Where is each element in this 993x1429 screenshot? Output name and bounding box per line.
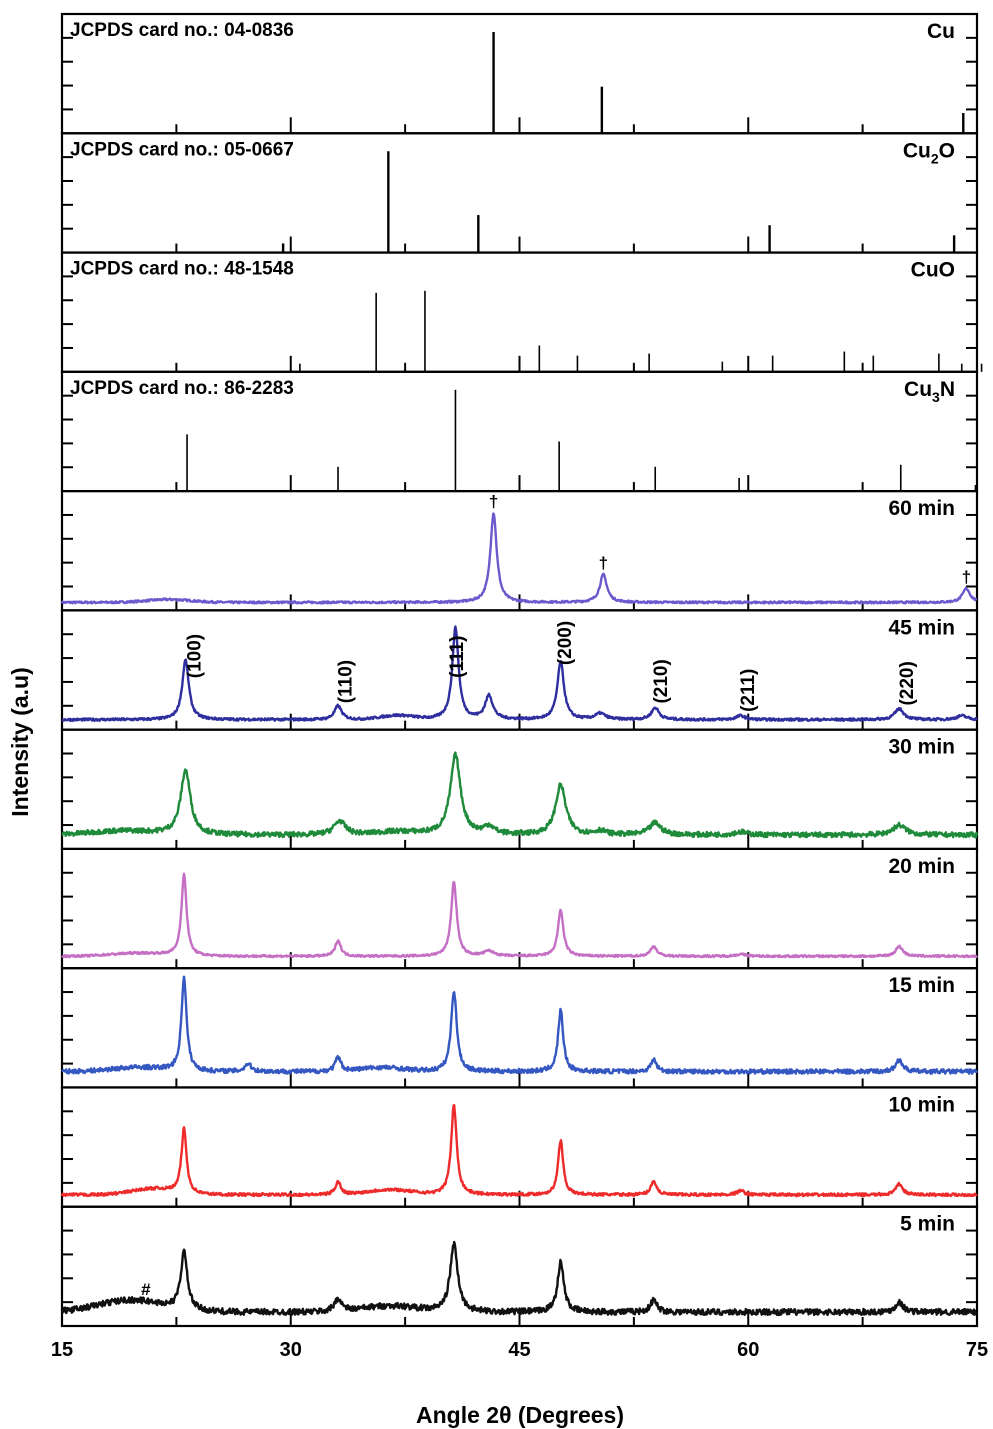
reference-caption: JCPDS card no.: 04-0836 <box>70 20 294 41</box>
phase-label: Cu2O <box>903 139 955 166</box>
panel-2: JCPDS card no.: 05-0667 Cu2O <box>60 132 979 254</box>
pattern-line <box>61 625 978 722</box>
peak-marker: † <box>962 568 971 587</box>
x-tick-label: 60 <box>737 1339 759 1361</box>
phase-label: CuO <box>911 259 955 282</box>
panel-frame <box>60 1086 979 1208</box>
y-axis-label: Intensity (a.u) <box>7 667 33 817</box>
panel-8: 20 min <box>60 847 979 970</box>
time-label: 5 min <box>900 1213 955 1236</box>
hkl-label: (200) <box>555 621 576 665</box>
reference-caption: JCPDS card no.: 86-2283 <box>70 378 294 399</box>
hkl-label: (111) <box>447 636 468 678</box>
time-label: 20 min <box>888 855 955 878</box>
time-label: 45 min <box>888 616 955 639</box>
pattern-line <box>61 1240 979 1317</box>
pattern-line <box>61 872 978 959</box>
time-label: 15 min <box>888 974 955 997</box>
panel-4: JCPDS card no.: 86-2283 Cu3N <box>60 370 979 493</box>
x-axis-label: Angle 2θ (Degrees) <box>416 1402 624 1428</box>
hkl-label: (211) <box>738 669 759 712</box>
panel-5: 60 min † † † <box>60 489 979 612</box>
panel-10: 10 min <box>60 1086 979 1208</box>
peak-marker: † <box>599 554 608 573</box>
time-label: 10 min <box>888 1093 955 1116</box>
x-tick-label: 45 <box>508 1339 530 1361</box>
time-label: 60 min <box>888 497 955 520</box>
x-axis: 15 30 45 60 75 <box>51 1339 988 1361</box>
panel-6: 45 min (100) (110) (111) (200) (210) (211) (220… <box>60 609 979 731</box>
reference-caption: JCPDS card no.: 05-0667 <box>70 139 294 160</box>
time-label: 30 min <box>888 736 955 759</box>
panel-3: JCPDS card no.: 48-1548 CuO <box>60 251 983 373</box>
pattern-line <box>61 975 979 1075</box>
panel-frame <box>60 847 979 970</box>
x-tick-label: 75 <box>966 1339 988 1361</box>
peak-marker: # <box>141 1280 151 1299</box>
hkl-label: (110) <box>336 660 357 703</box>
panel-11: 5 min # <box>60 1205 979 1328</box>
pattern-line <box>60 1103 978 1198</box>
panel-frame <box>60 489 979 612</box>
phase-label: Cu3N <box>904 378 955 405</box>
peak-marker: † <box>489 492 498 511</box>
pattern-line <box>60 512 978 605</box>
reference-caption: JCPDS card no.: 48-1548 <box>70 259 294 280</box>
panel-1: JCPDS card no.: 04-0836 Cu <box>60 12 979 135</box>
phase-label: Cu <box>927 20 955 43</box>
hkl-label: (210) <box>651 659 672 703</box>
panel-9: 15 min <box>60 967 979 1089</box>
hkl-label: (220) <box>897 661 918 705</box>
x-tick-label: 15 <box>51 1339 73 1361</box>
pattern-line <box>61 751 979 839</box>
panel-7: 30 min <box>60 728 979 851</box>
x-tick-label: 30 <box>280 1339 302 1361</box>
hkl-label: (100) <box>185 634 206 678</box>
